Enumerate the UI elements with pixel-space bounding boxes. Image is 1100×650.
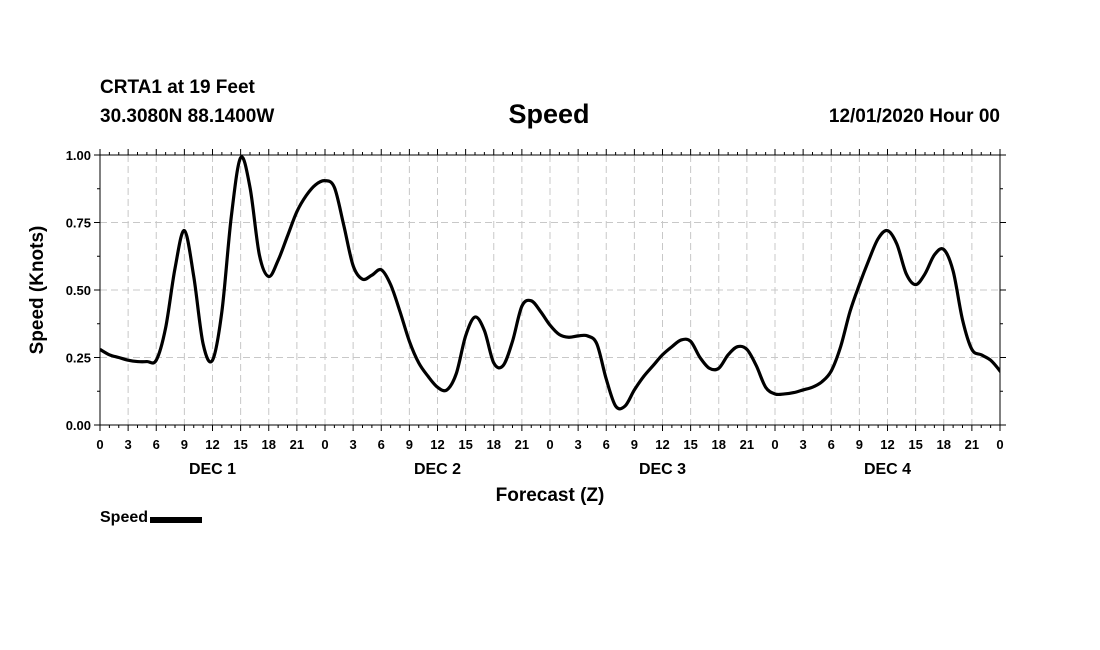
x-tick-label: 18 (712, 437, 726, 452)
x-tick-label: 0 (321, 437, 328, 452)
x-tick-label: 0 (96, 437, 103, 452)
x-tick-label: 21 (965, 437, 979, 452)
x-tick-label: 15 (908, 437, 922, 452)
day-labels: DEC 1 DEC 2 DEC 3 DEC 4 (189, 461, 911, 478)
day-label: DEC 2 (414, 461, 461, 478)
x-tick-label: 0 (546, 437, 553, 452)
x-tick-label: 18 (262, 437, 276, 452)
series-layer (100, 155, 1000, 411)
x-tick-label: 15 (458, 437, 472, 452)
x-tick-label: 12 (430, 437, 444, 452)
x-tick-label: 0 (996, 437, 1003, 452)
x-tick-label: 12 (880, 437, 894, 452)
y-tick-label: 0.75 (66, 216, 91, 231)
x-tick-label: 18 (937, 437, 951, 452)
x-axis: 0 3 6 9 12 15 18 21 0 3 6 9 12 15 18 21 0 3 6 9 12 15 18 21 0 3 6 9… (96, 149, 1004, 452)
x-tick-label: 3 (125, 437, 132, 452)
station-coordinates: 30.3080N 88.1400W (100, 106, 275, 127)
x-tick-label: 12 (205, 437, 219, 452)
day-label: DEC 1 (189, 461, 236, 478)
y-tick-label: 0.50 (66, 283, 91, 298)
x-tick-label: 12 (655, 437, 669, 452)
x-tick-label: 18 (487, 437, 501, 452)
day-label: DEC 3 (639, 461, 686, 478)
x-tick-label: 21 (740, 437, 754, 452)
x-axis-label: Forecast (Z) (496, 485, 605, 506)
x-tick-label: 21 (290, 437, 304, 452)
legend-swatch-speed (150, 516, 203, 523)
x-tick-label: 15 (233, 437, 247, 452)
y-tick-label: 1.00 (66, 148, 91, 163)
series-line-speed (100, 155, 1000, 411)
x-tick-label: 3 (575, 437, 582, 452)
y-tick-label: 0.00 (66, 418, 91, 433)
x-tick-label: 9 (631, 437, 638, 452)
legend-label-speed: Speed (100, 509, 149, 526)
chart-title: Speed (508, 99, 590, 129)
grid-lines (100, 155, 1000, 425)
y-axis: 0.00 0.25 0.50 0.75 1.00 (66, 148, 1006, 433)
day-label: DEC 4 (864, 461, 911, 478)
x-tick-label: 6 (153, 437, 160, 452)
y-tick-label: 0.25 (66, 351, 91, 366)
x-tick-label: 9 (181, 437, 188, 452)
station-name: CRTA1 at 19 Feet (100, 77, 255, 98)
x-tick-label: 21 (515, 437, 529, 452)
y-axis-label: Speed (Knots) (27, 226, 48, 355)
x-tick-label: 9 (406, 437, 413, 452)
x-tick-label: 3 (800, 437, 807, 452)
x-tick-label: 3 (350, 437, 357, 452)
x-tick-label: 6 (828, 437, 835, 452)
legend: Speed (100, 509, 203, 527)
x-tick-label: 15 (683, 437, 697, 452)
forecast-run-time: 12/01/2020 Hour 00 (828, 106, 1000, 127)
x-tick-label: 0 (771, 437, 778, 452)
x-tick-label: 6 (603, 437, 610, 452)
x-tick-label: 9 (856, 437, 863, 452)
x-tick-label: 6 (378, 437, 385, 452)
